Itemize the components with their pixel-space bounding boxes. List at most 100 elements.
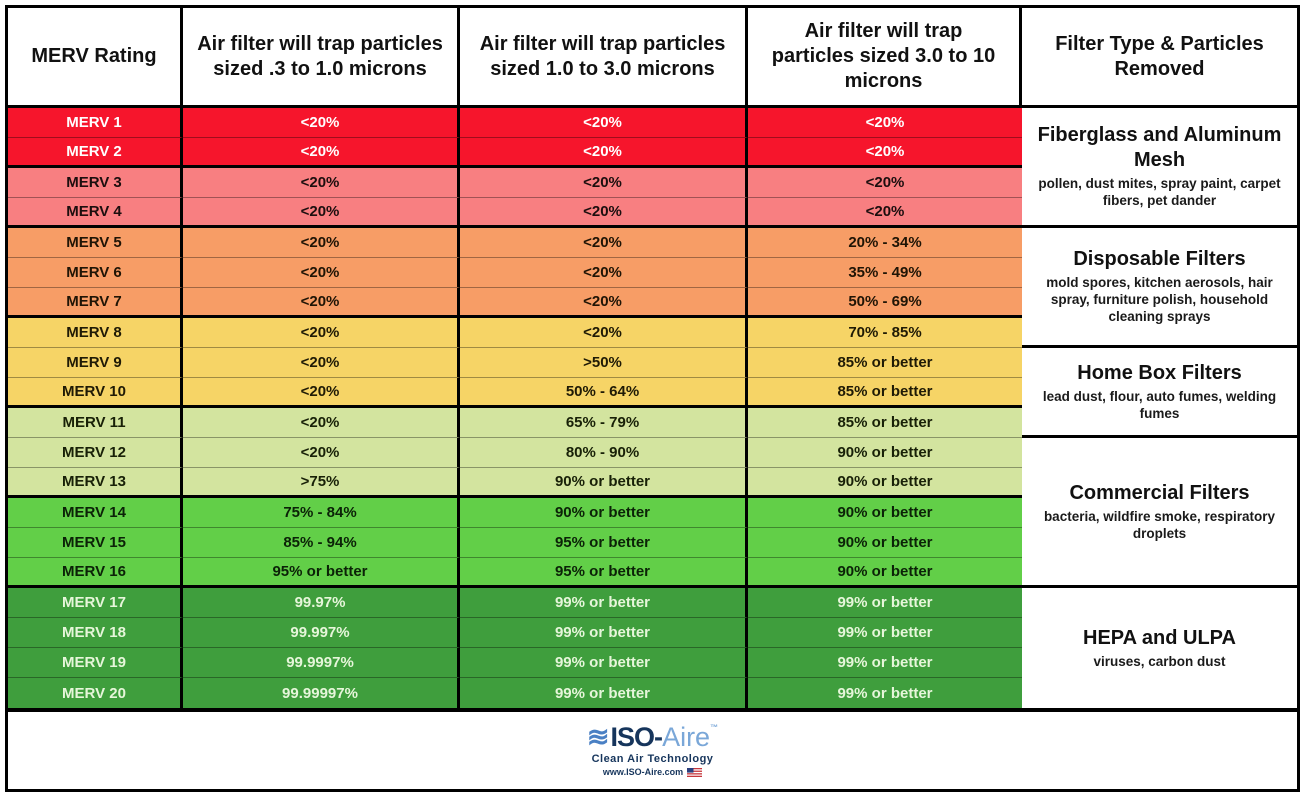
filter-type-title: Disposable Filters	[1073, 248, 1246, 271]
merv-rating-chart: MERV Rating Air filter will trap particle…	[5, 5, 1300, 792]
filter-type-section: Home Box Filters lead dust, flour, auto f…	[1022, 348, 1297, 438]
efficiency-cell: 75% - 84%	[183, 498, 460, 528]
efficiency-cell: >75%	[183, 468, 460, 498]
merv-rating-cell: MERV 3	[8, 168, 183, 198]
efficiency-cell: <20%	[183, 258, 460, 288]
trademark-symbol: ™	[710, 723, 719, 732]
efficiency-cell: 50% - 64%	[460, 378, 748, 408]
column-header: Filter Type & Particles Removed	[1022, 8, 1297, 108]
efficiency-cell: 90% or better	[460, 468, 748, 498]
efficiency-cell: 85% or better	[748, 378, 1022, 408]
efficiency-cell: <20%	[460, 138, 748, 168]
merv-rating-cell: MERV 7	[8, 288, 183, 318]
efficiency-cell: 99% or better	[460, 588, 748, 618]
efficiency-cell: <20%	[183, 108, 460, 138]
efficiency-cell: 85% or better	[748, 408, 1022, 438]
efficiency-cell: <20%	[183, 228, 460, 258]
filter-type-section: Commercial Filters bacteria, wildfire smo…	[1022, 438, 1297, 588]
merv-rating-cell: MERV 12	[8, 438, 183, 468]
efficiency-cell: 85% - 94%	[183, 528, 460, 558]
efficiency-cell: 99.97%	[183, 588, 460, 618]
efficiency-cell: <20%	[460, 198, 748, 228]
filter-type-section: Disposable Filters mold spores, kitchen a…	[1022, 228, 1297, 348]
particles-removed-text: mold spores, kitchen aerosols, hair spra…	[1046, 275, 1273, 324]
merv-rating-cell: MERV 5	[8, 228, 183, 258]
efficiency-cell: <20%	[183, 408, 460, 438]
merv-rating-cell: MERV 9	[8, 348, 183, 378]
efficiency-cell: 99% or better	[460, 678, 748, 708]
efficiency-cell: 35% - 49%	[748, 258, 1022, 288]
filter-type-section: HEPA and ULPA viruses, carbon dust	[1022, 588, 1297, 708]
merv-rating-cell: MERV 17	[8, 588, 183, 618]
particles-removed-text: viruses, carbon dust	[1093, 653, 1226, 669]
wave-icon: ≋	[586, 722, 610, 752]
efficiency-cell: <20%	[460, 168, 748, 198]
efficiency-cell: <20%	[748, 198, 1022, 228]
efficiency-cell: <20%	[748, 168, 1022, 198]
efficiency-cell: 95% or better	[460, 528, 748, 558]
filter-type-title: Commercial Filters	[1069, 481, 1250, 504]
efficiency-cell: 65% - 79%	[460, 408, 748, 438]
efficiency-cell: <20%	[460, 228, 748, 258]
merv-rating-cell: MERV 15	[8, 528, 183, 558]
efficiency-cell: 99% or better	[460, 618, 748, 648]
efficiency-cell: <20%	[183, 348, 460, 378]
efficiency-cell: 99.997%	[183, 618, 460, 648]
column-header: Air filter will trap particles sized 3.0…	[748, 8, 1022, 108]
efficiency-cell: <20%	[460, 318, 748, 348]
efficiency-cell: <20%	[183, 138, 460, 168]
merv-rating-cell: MERV 1	[8, 108, 183, 138]
column-header: MERV Rating	[8, 8, 183, 108]
brand-url: www.ISO-Aire.com	[602, 766, 684, 777]
efficiency-cell: 85% or better	[748, 348, 1022, 378]
efficiency-cell: <20%	[460, 108, 748, 138]
efficiency-cell: 95% or better	[460, 558, 748, 588]
particles-removed-text: bacteria, wildfire smoke, respiratory dr…	[1043, 508, 1276, 541]
merv-rating-cell: MERV 14	[8, 498, 183, 528]
merv-rating-cell: MERV 13	[8, 468, 183, 498]
efficiency-cell: 50% - 69%	[748, 288, 1022, 318]
efficiency-cell: 99% or better	[748, 588, 1022, 618]
efficiency-cell: 90% or better	[748, 498, 1022, 528]
merv-rating-cell: MERV 10	[8, 378, 183, 408]
efficiency-cell: <20%	[748, 108, 1022, 138]
efficiency-cell: 70% - 85%	[748, 318, 1022, 348]
merv-rating-cell: MERV 19	[8, 648, 183, 678]
efficiency-cell: 99% or better	[460, 648, 748, 678]
efficiency-cell: >50%	[460, 348, 748, 378]
particles-removed-text: pollen, dust mites, spray paint, carpet …	[1038, 176, 1281, 208]
merv-rating-cell: MERV 20	[8, 678, 183, 708]
filter-type-title: Home Box Filters	[1077, 361, 1242, 384]
brand-tagline: Clean Air Technology	[591, 753, 714, 765]
merv-rating-cell: MERV 6	[8, 258, 183, 288]
merv-rating-cell: MERV 16	[8, 558, 183, 588]
column-header: Air filter will trap particles sized 1.0…	[460, 8, 748, 108]
efficiency-cell: <20%	[183, 198, 460, 228]
efficiency-cell: <20%	[460, 288, 748, 318]
particles-removed-text: lead dust, flour, auto fumes, welding fu…	[1042, 388, 1277, 421]
efficiency-cell: 99.99997%	[183, 678, 460, 708]
efficiency-cell: 99.9997%	[183, 648, 460, 678]
efficiency-cell: 90% or better	[748, 468, 1022, 498]
footer: ≋ ISO- Aire ™ Clean Air Technology www.I…	[8, 708, 1297, 789]
merv-table: MERV Rating Air filter will trap particle…	[8, 8, 1297, 708]
filter-type-title: Fiberglass and Aluminum Mesh	[1037, 124, 1282, 172]
efficiency-cell: <20%	[183, 168, 460, 198]
iso-aire-logo: ≋ ISO- Aire ™	[587, 724, 718, 751]
brand-prefix: ISO-	[610, 722, 664, 752]
us-flag-icon	[687, 767, 703, 777]
merv-rating-cell: MERV 11	[8, 408, 183, 438]
merv-rating-cell: MERV 2	[8, 138, 183, 168]
efficiency-cell: 99% or better	[748, 648, 1022, 678]
efficiency-cell: 90% or better	[460, 498, 748, 528]
efficiency-cell: 90% or better	[748, 528, 1022, 558]
efficiency-cell: <20%	[183, 288, 460, 318]
efficiency-cell: <20%	[748, 138, 1022, 168]
efficiency-cell: 80% - 90%	[460, 438, 748, 468]
column-header: Air filter will trap particles sized .3 …	[183, 8, 460, 108]
efficiency-cell: <20%	[183, 318, 460, 348]
efficiency-cell: 90% or better	[748, 438, 1022, 468]
efficiency-cell: <20%	[460, 258, 748, 288]
efficiency-cell: <20%	[183, 438, 460, 468]
efficiency-cell: 99% or better	[748, 678, 1022, 708]
